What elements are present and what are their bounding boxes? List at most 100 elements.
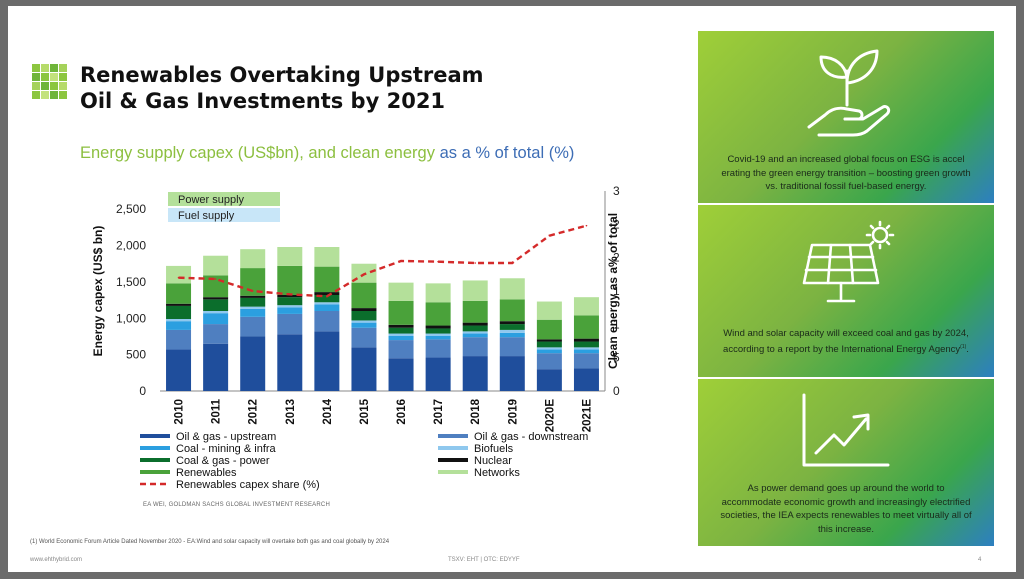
annotation-box — [168, 208, 280, 222]
bar-segment — [314, 266, 340, 293]
bar-segment — [351, 327, 377, 348]
bar-segment — [536, 369, 562, 391]
y2-tick-label: 20% — [613, 251, 620, 265]
page-title: Renewables Overtaking Upstream Oil & Gas… — [80, 62, 484, 114]
page-number: 4 — [978, 557, 982, 563]
legend-swatch — [438, 446, 468, 450]
solar-panel-icon — [802, 220, 895, 303]
capex-chart: Power supply Fuel supply 0 500 1,000 1,500 2,0… — [91, 184, 620, 491]
bar-segment — [573, 338, 599, 342]
bar-segment — [166, 319, 192, 322]
legend-swatch — [438, 470, 468, 474]
bar-segment — [314, 247, 340, 267]
bar-segment — [240, 297, 266, 307]
bar-segment — [166, 321, 192, 330]
y2-tick-label: 30% — [613, 184, 620, 198]
line-point — [177, 276, 180, 279]
legend-swatch — [140, 458, 170, 462]
bar-segment — [499, 299, 525, 322]
annotation-label: Fuel supply — [178, 210, 235, 222]
bar-segment — [573, 297, 599, 316]
info-text-wind-solar-end: . — [966, 343, 969, 355]
y2-tick-label: 25% — [613, 217, 620, 231]
line-point — [326, 295, 328, 298]
bar-segment — [388, 327, 414, 334]
bar-segment — [166, 283, 192, 304]
bar-segment — [277, 307, 303, 314]
footer-ticker: TSXV: EHT | OTC: EDYYF — [448, 557, 520, 563]
bar-segment — [499, 278, 525, 300]
x-tick-label: 2012 — [248, 399, 260, 425]
renewables-share-line — [178, 224, 587, 298]
bar-segment — [314, 331, 340, 391]
line-point — [400, 260, 402, 262]
x-tick-label: 2020E — [544, 399, 556, 433]
legend-label: Renewables — [176, 467, 237, 479]
bar-segment — [499, 321, 525, 325]
y2-tick-label: 15% — [613, 284, 620, 298]
bar-segment — [536, 339, 562, 342]
legend-label: Renewables capex share (%) — [176, 479, 320, 491]
growth-chart-icon — [802, 393, 890, 467]
bar-segment — [314, 292, 340, 295]
line-point — [511, 262, 514, 264]
bar-segment — [203, 324, 229, 344]
bar-segment — [240, 249, 266, 269]
bar-segment — [499, 356, 525, 391]
legend-label: Biofuels — [474, 443, 514, 455]
annotation-box — [168, 192, 280, 206]
y-tick-label: 2,500 — [116, 202, 146, 216]
y-tick-label: 1,500 — [116, 275, 146, 289]
bar-segment — [499, 324, 525, 330]
bar-segment — [536, 353, 562, 370]
x-tick-label: 2019 — [507, 399, 519, 425]
title-line-2: Oil & Gas Investments by 2021 — [80, 89, 446, 113]
bar-segment — [166, 303, 192, 306]
title-line-1: Renewables Overtaking Upstream — [80, 63, 484, 87]
plant-hand-icon — [807, 49, 891, 137]
legend-label: Nuclear — [474, 455, 512, 467]
y2-tick-label: 10% — [613, 317, 620, 331]
bar-segment — [314, 302, 340, 305]
bar-segment — [425, 325, 451, 329]
bar-segment — [536, 349, 562, 354]
bar-segment — [277, 247, 303, 266]
bar-segment — [277, 334, 303, 391]
bar-segment — [462, 337, 488, 357]
bar-segment — [536, 341, 562, 348]
bar-segment — [462, 331, 488, 334]
bar-segment — [166, 349, 192, 391]
line-point — [363, 273, 365, 276]
bar-segment — [203, 297, 229, 300]
x-tick-label: 2017 — [433, 399, 445, 425]
y2-axis-title: Clean energy as a% of total — [606, 213, 620, 369]
bar-segment — [388, 282, 414, 301]
logo-icon — [32, 64, 67, 99]
bar-segment — [351, 320, 377, 323]
legend-swatch — [438, 458, 468, 462]
line-point — [214, 278, 217, 280]
info-text-wind-solar-body: Wind and solar capacity will exceed coal… — [723, 328, 969, 355]
bar-segment — [277, 313, 303, 335]
bar-segment — [425, 335, 451, 340]
bar-segment — [388, 333, 414, 336]
bar-segment — [351, 282, 377, 309]
bar-segment — [536, 347, 562, 350]
bar-segment — [388, 324, 414, 328]
y-tick-label: 1,000 — [116, 311, 146, 325]
bar-segment — [573, 349, 599, 354]
x-tick-label: 2014 — [322, 398, 334, 424]
bar-segment — [425, 333, 451, 336]
bar-segment — [314, 304, 340, 311]
legend-label: Coal - mining & infra — [176, 443, 277, 455]
bar-segment — [573, 315, 599, 339]
bar-segment — [462, 300, 488, 323]
bar-segment — [499, 337, 525, 357]
bar-segment — [388, 300, 414, 325]
bar-segment — [462, 322, 488, 326]
x-tick-label: 2015 — [359, 398, 371, 424]
subtitle-part-2: as a % of total (%) — [439, 144, 575, 162]
bar-segment — [314, 311, 340, 332]
info-box-esg: Covid-19 and an increased global focus o… — [698, 31, 994, 203]
y-tick-label: 2,000 — [116, 239, 146, 253]
